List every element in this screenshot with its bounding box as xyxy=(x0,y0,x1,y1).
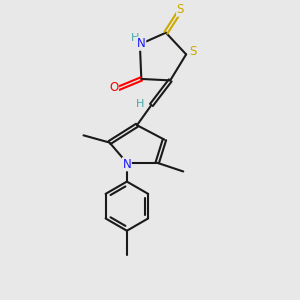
Text: H: H xyxy=(136,98,145,109)
Text: S: S xyxy=(177,3,184,16)
Text: S: S xyxy=(190,45,197,58)
Text: H: H xyxy=(130,34,139,44)
Text: N: N xyxy=(137,37,146,50)
Text: N: N xyxy=(122,158,131,171)
Text: O: O xyxy=(109,81,119,94)
